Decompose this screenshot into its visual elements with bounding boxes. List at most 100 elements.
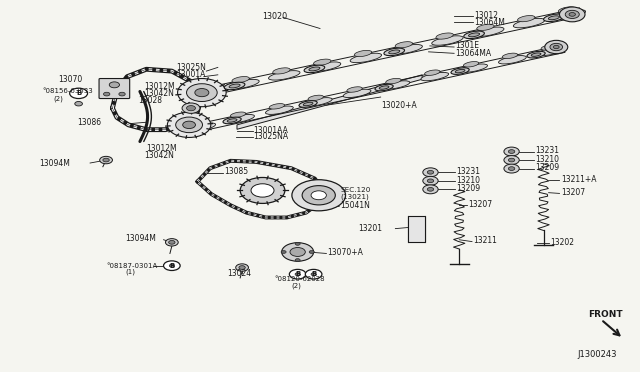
Ellipse shape bbox=[436, 33, 453, 39]
Circle shape bbox=[311, 191, 326, 200]
Circle shape bbox=[428, 187, 434, 191]
Ellipse shape bbox=[513, 18, 545, 28]
Circle shape bbox=[177, 78, 226, 107]
Ellipse shape bbox=[554, 10, 586, 19]
Circle shape bbox=[305, 269, 322, 279]
Text: (13021): (13021) bbox=[340, 194, 369, 201]
Ellipse shape bbox=[227, 115, 255, 123]
Circle shape bbox=[240, 177, 285, 203]
Circle shape bbox=[423, 185, 438, 194]
Text: B: B bbox=[311, 271, 316, 277]
Ellipse shape bbox=[502, 53, 518, 59]
Ellipse shape bbox=[299, 101, 317, 107]
Ellipse shape bbox=[518, 16, 535, 22]
Text: 13202: 13202 bbox=[550, 238, 574, 247]
Text: 15041N: 15041N bbox=[340, 201, 371, 210]
Text: 13207: 13207 bbox=[468, 200, 492, 209]
Text: B: B bbox=[295, 271, 300, 277]
Circle shape bbox=[290, 247, 305, 256]
Text: B: B bbox=[169, 263, 175, 269]
Text: 13001AA: 13001AA bbox=[253, 126, 289, 135]
Ellipse shape bbox=[382, 81, 410, 89]
Circle shape bbox=[281, 250, 286, 253]
Text: 1301E: 1301E bbox=[456, 41, 479, 51]
Circle shape bbox=[295, 242, 300, 245]
Text: 13094M: 13094M bbox=[39, 158, 70, 167]
Ellipse shape bbox=[228, 79, 259, 89]
Text: 13012: 13012 bbox=[474, 11, 499, 20]
Ellipse shape bbox=[309, 62, 340, 71]
Circle shape bbox=[428, 179, 434, 183]
Circle shape bbox=[295, 259, 300, 262]
Ellipse shape bbox=[305, 97, 332, 106]
Ellipse shape bbox=[538, 47, 565, 55]
Circle shape bbox=[428, 170, 434, 174]
Circle shape bbox=[565, 10, 579, 19]
Text: J1300243: J1300243 bbox=[577, 350, 617, 359]
Text: 13207: 13207 bbox=[561, 188, 585, 197]
Ellipse shape bbox=[347, 87, 362, 92]
Polygon shape bbox=[237, 75, 422, 129]
Circle shape bbox=[559, 7, 585, 22]
Text: 13020: 13020 bbox=[262, 12, 287, 21]
Circle shape bbox=[236, 264, 248, 271]
Text: 13210: 13210 bbox=[457, 176, 481, 185]
Circle shape bbox=[186, 106, 195, 111]
Circle shape bbox=[170, 264, 174, 267]
Circle shape bbox=[423, 176, 438, 185]
Ellipse shape bbox=[543, 14, 564, 22]
Ellipse shape bbox=[308, 95, 323, 101]
Ellipse shape bbox=[229, 84, 240, 88]
Ellipse shape bbox=[460, 64, 488, 72]
Ellipse shape bbox=[386, 78, 401, 84]
Ellipse shape bbox=[472, 27, 504, 36]
Text: 13231: 13231 bbox=[457, 167, 481, 176]
Text: 13012M: 13012M bbox=[147, 144, 177, 153]
Text: (2): (2) bbox=[291, 282, 301, 289]
Ellipse shape bbox=[232, 77, 250, 83]
Ellipse shape bbox=[432, 36, 463, 45]
FancyBboxPatch shape bbox=[99, 78, 130, 99]
Ellipse shape bbox=[455, 69, 465, 73]
Ellipse shape bbox=[303, 102, 313, 106]
Circle shape bbox=[251, 184, 274, 197]
Circle shape bbox=[282, 243, 314, 261]
Circle shape bbox=[186, 84, 217, 102]
Circle shape bbox=[103, 158, 109, 162]
Ellipse shape bbox=[273, 68, 290, 74]
Circle shape bbox=[295, 273, 300, 276]
Ellipse shape bbox=[188, 123, 216, 131]
Ellipse shape bbox=[548, 16, 559, 20]
Ellipse shape bbox=[464, 31, 484, 39]
Text: 13070: 13070 bbox=[58, 75, 83, 84]
Circle shape bbox=[104, 92, 110, 96]
Text: 13086: 13086 bbox=[77, 118, 102, 127]
Ellipse shape bbox=[269, 103, 285, 109]
Ellipse shape bbox=[395, 42, 413, 48]
Text: °08187-0301A: °08187-0301A bbox=[106, 263, 157, 269]
Circle shape bbox=[289, 269, 306, 279]
Circle shape bbox=[75, 102, 83, 106]
Ellipse shape bbox=[477, 24, 494, 31]
Ellipse shape bbox=[388, 50, 400, 54]
Ellipse shape bbox=[424, 70, 440, 76]
Circle shape bbox=[119, 92, 125, 96]
Text: °08120-62028: °08120-62028 bbox=[274, 276, 324, 282]
Text: FRONT: FRONT bbox=[588, 311, 623, 320]
Ellipse shape bbox=[451, 68, 469, 74]
Text: 13064MA: 13064MA bbox=[456, 49, 492, 58]
Circle shape bbox=[175, 117, 202, 133]
Text: 13210: 13210 bbox=[535, 155, 559, 164]
Ellipse shape bbox=[304, 65, 324, 73]
Ellipse shape bbox=[355, 50, 372, 57]
Ellipse shape bbox=[499, 55, 526, 64]
Ellipse shape bbox=[375, 84, 393, 91]
Text: 13012M: 13012M bbox=[145, 82, 175, 91]
Ellipse shape bbox=[421, 73, 449, 81]
Text: B: B bbox=[76, 90, 81, 96]
Circle shape bbox=[550, 44, 563, 51]
Circle shape bbox=[423, 168, 438, 177]
FancyBboxPatch shape bbox=[408, 217, 425, 241]
Ellipse shape bbox=[527, 51, 545, 58]
Circle shape bbox=[504, 147, 519, 156]
